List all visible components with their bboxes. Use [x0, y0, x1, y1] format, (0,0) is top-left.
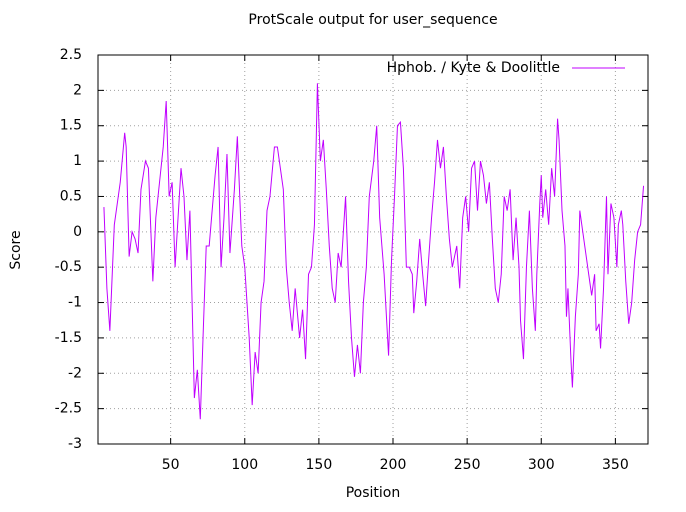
x-tick-label: 50 [162, 457, 180, 473]
x-tick-label: 200 [380, 457, 407, 473]
y-tick-label: -1 [68, 295, 82, 311]
y-tick-label: 1.5 [60, 118, 82, 134]
y-axis-label: Score [8, 230, 24, 269]
y-tick-label: -2 [68, 365, 82, 381]
x-tick-label: 300 [528, 457, 555, 473]
x-tick-label: 100 [231, 457, 258, 473]
y-tick-label: 1 [73, 153, 82, 169]
y-tick-label: -1.5 [55, 330, 82, 346]
legend-label: Hphob. / Kyte & Doolittle [387, 60, 560, 76]
y-tick-label: -0.5 [55, 259, 82, 275]
y-tick-label: -3 [68, 436, 82, 452]
y-tick-label: 0 [73, 224, 82, 240]
data-line [103, 83, 645, 420]
y-tick-label: 0.5 [60, 188, 82, 204]
y-tick-label: -2.5 [55, 401, 82, 417]
chart-title: ProtScale output for user_sequence [248, 12, 497, 28]
x-tick-label: 250 [454, 457, 481, 473]
y-tick-label: 2.5 [60, 47, 82, 63]
y-tick-label: 2 [73, 82, 82, 98]
x-axis-label: Position [346, 485, 401, 501]
plot-border [97, 54, 649, 445]
x-tick-label: 350 [602, 457, 629, 473]
x-tick-label: 150 [306, 457, 333, 473]
